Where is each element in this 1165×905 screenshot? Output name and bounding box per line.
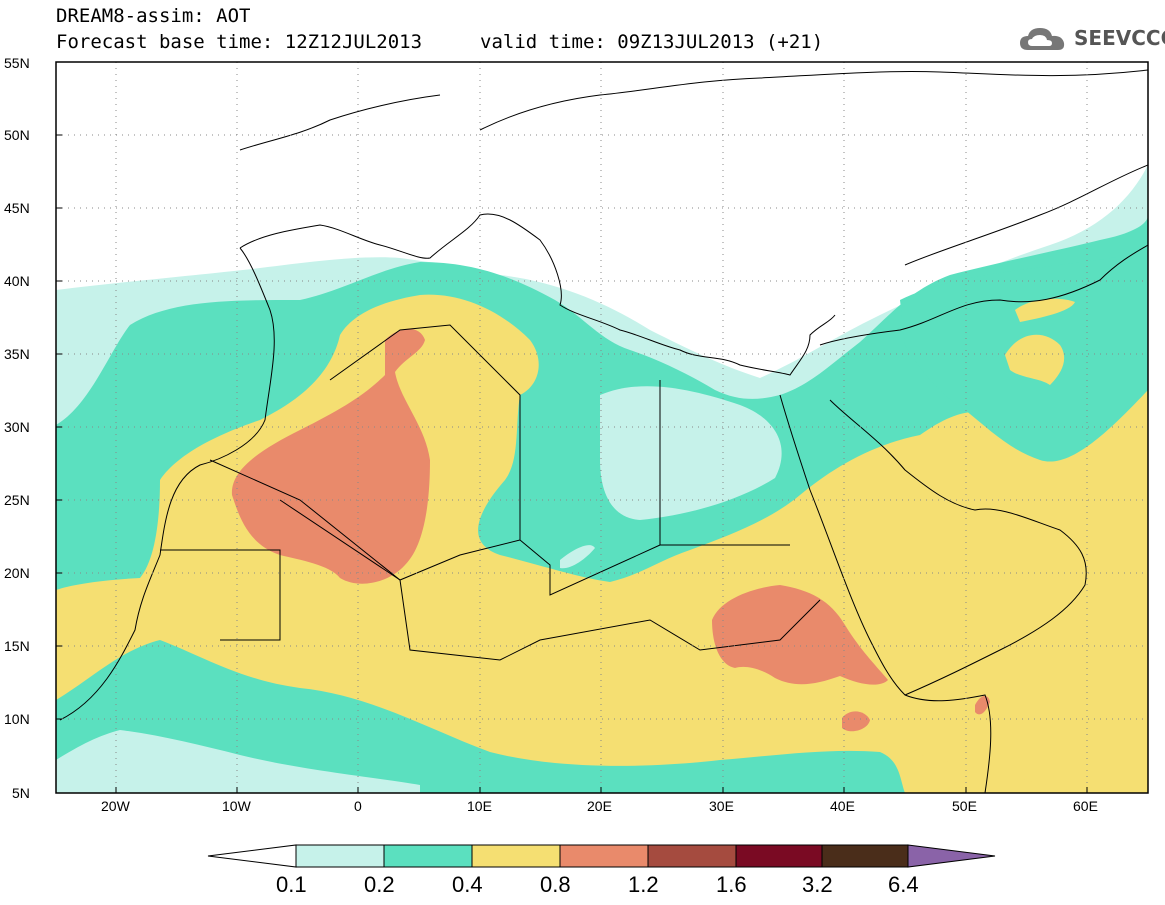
lon-label: 40E — [830, 798, 855, 814]
aot-region-0.8 — [231, 328, 430, 584]
logo-text: SEEVCCC — [1074, 26, 1165, 50]
lat-label: 15N — [4, 638, 30, 654]
colorbar-bin — [735, 844, 823, 868]
colorbar-label: 6.4 — [888, 872, 919, 897]
coastlines — [59, 69, 1148, 793]
colorbar-label: 1.6 — [716, 872, 747, 897]
aot-region-0.1 — [600, 386, 782, 520]
colorbar-bin — [647, 844, 737, 868]
aot-region-0.8 — [975, 695, 990, 715]
colorbar-label: 0.1 — [276, 872, 307, 897]
lon-label: 20E — [587, 798, 612, 814]
seevccc-logo: SEEVCCC — [1018, 24, 1165, 54]
lon-label: 10E — [467, 798, 492, 814]
lon-label: 10W — [222, 798, 251, 814]
lat-label: 50N — [4, 127, 30, 143]
lon-label: 0 — [354, 798, 362, 814]
aot-field — [56, 62, 1148, 793]
aot-region-0.1 — [56, 730, 420, 793]
colorbar-bin — [383, 844, 473, 868]
colorbar-label: 1.2 — [628, 872, 659, 897]
lon-label: 60E — [1073, 798, 1098, 814]
lat-label: 45N — [4, 200, 30, 216]
cloud-icon — [1020, 28, 1065, 50]
lat-label: 25N — [4, 492, 30, 508]
colorbar-bin — [471, 844, 561, 868]
colorbar-label: 0.2 — [364, 872, 395, 897]
colorbar-bin — [295, 844, 385, 868]
lat-label: 10N — [4, 711, 30, 727]
lon-label: 30E — [709, 798, 734, 814]
colorbar-label: 3.2 — [802, 872, 833, 897]
aot-region-0.4 — [1015, 298, 1075, 322]
colorbar-label: 0.4 — [452, 872, 483, 897]
aot-region-0.8 — [842, 711, 870, 732]
valid-time: valid time: 09Z13JUL2013 (+21) — [480, 31, 824, 53]
lat-label: 5N — [12, 785, 30, 801]
lat-label: 30N — [4, 419, 30, 435]
aot-region-0.1 — [560, 545, 595, 569]
colorbar-bin — [559, 844, 649, 868]
map-title: DREAM8-assim: AOT — [56, 5, 251, 27]
colorbar-lower-arrow — [207, 844, 297, 868]
lat-label: 40N — [4, 273, 30, 289]
colorbar-upper-arrow — [907, 844, 996, 868]
lon-label: 20W — [101, 798, 130, 814]
colorbar-label: 0.8 — [540, 872, 571, 897]
colorbar-bin — [821, 844, 909, 868]
forecast-base-time: Forecast base time: 12Z12JUL2013 — [56, 31, 423, 53]
lat-label: 20N — [4, 565, 30, 581]
lon-label: 50E — [952, 798, 977, 814]
aot-region-0.2 — [56, 640, 905, 793]
aot-region-0.4 — [880, 520, 1148, 793]
aot-region-0.8 — [712, 585, 888, 685]
colorbar — [207, 844, 996, 868]
aot-region-0.4 — [1005, 334, 1065, 385]
lat-label: 35N — [4, 346, 30, 362]
axis-ticks — [56, 134, 1088, 793]
graticule — [56, 62, 1148, 793]
lat-label: 55N — [4, 55, 30, 71]
